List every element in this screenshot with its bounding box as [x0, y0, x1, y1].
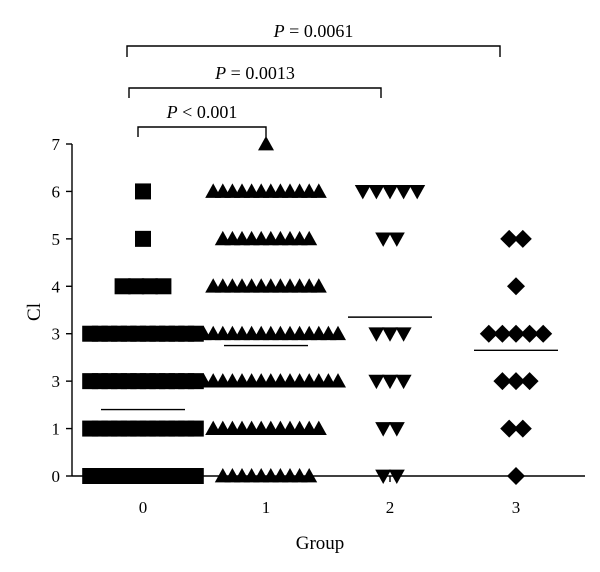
y-tick-label: 7: [52, 135, 61, 154]
mean-lines: [101, 316, 558, 411]
p-value-label: P < 0.001: [166, 102, 238, 122]
data-point-triangle-down: [375, 422, 392, 437]
data-point-triangle-down: [354, 185, 371, 200]
x-tick-label: 1: [262, 498, 271, 517]
y-tick-label: 5: [52, 230, 61, 249]
data-point-triangle-up: [258, 136, 274, 151]
data-point-triangle-up: [310, 183, 327, 198]
y-tick-label: 3: [52, 325, 61, 344]
data-point-triangle-down: [368, 185, 385, 200]
x-tick-label: 2: [386, 498, 395, 517]
y-axis-title: Cl: [24, 303, 45, 321]
data-point-triangle-down: [382, 327, 398, 342]
data-points: [82, 136, 553, 485]
x-tick-label: 3: [512, 498, 521, 517]
data-point-triangle-up: [330, 325, 346, 341]
x-axis-title: Group: [296, 533, 345, 554]
data-point-diamond: [479, 324, 498, 343]
significance-bracket: [128, 87, 382, 98]
x-tick-label: 0: [139, 498, 148, 517]
data-point-triangle-down: [382, 374, 398, 390]
data-point-triangle-down: [368, 327, 385, 342]
y-tick-label: 1: [52, 420, 61, 439]
data-point-square: [135, 230, 151, 247]
data-point-square: [141, 278, 158, 295]
data-point-square: [187, 468, 204, 484]
data-point-triangle-up: [301, 230, 318, 246]
data-point-triangle-down: [368, 374, 385, 390]
data-point-square: [155, 278, 172, 295]
data-point-square: [187, 420, 204, 437]
y-tick-label: 3: [52, 372, 61, 391]
y-axis-ticks: 0 1 3 3 4 5 6 7: [52, 135, 72, 486]
data-point-diamond: [493, 324, 512, 343]
data-point-diamond: [513, 229, 532, 248]
data-point-triangle-down: [375, 469, 392, 484]
data-point-triangle-up: [330, 373, 346, 388]
data-point-square: [135, 183, 151, 200]
data-point-triangle-up: [310, 278, 327, 293]
data-point-diamond: [500, 419, 519, 438]
data-point-triangle-down: [388, 469, 405, 484]
data-point-triangle-down: [395, 327, 412, 342]
data-point-triangle-up: [301, 468, 318, 483]
data-point-diamond: [507, 277, 525, 296]
data-point-diamond: [507, 467, 525, 485]
data-point-triangle-down: [409, 185, 426, 200]
data-point-triangle-down: [388, 422, 405, 437]
data-point-triangle-down: [388, 232, 405, 247]
data-point-triangle-up: [310, 420, 327, 435]
data-point-diamond: [520, 324, 539, 343]
significance-brackets: P < 0.001 P = 0.0013 P = 0.0061: [126, 21, 501, 137]
data-point-triangle-down: [375, 232, 392, 247]
y-tick-label: 4: [52, 277, 61, 296]
data-point-square: [128, 278, 145, 295]
p-value-label: P = 0.0013: [214, 63, 295, 83]
significance-bracket: [137, 126, 267, 137]
data-point-triangle-down: [395, 374, 412, 390]
data-point-triangle-down: [395, 185, 412, 200]
p-value-label: P = 0.0061: [273, 21, 354, 41]
y-tick-label: 6: [52, 182, 61, 201]
y-tick-label: 0: [52, 467, 61, 486]
data-point-diamond: [493, 372, 512, 391]
data-point-diamond: [520, 372, 539, 391]
significance-bracket: [126, 45, 501, 57]
data-point-square: [114, 278, 131, 295]
data-point-diamond: [534, 324, 553, 343]
data-point-diamond: [513, 419, 532, 438]
data-point-diamond: [500, 229, 519, 248]
data-point-triangle-down: [382, 185, 398, 200]
data-point-diamond: [507, 324, 525, 343]
data-point-diamond: [507, 372, 525, 391]
